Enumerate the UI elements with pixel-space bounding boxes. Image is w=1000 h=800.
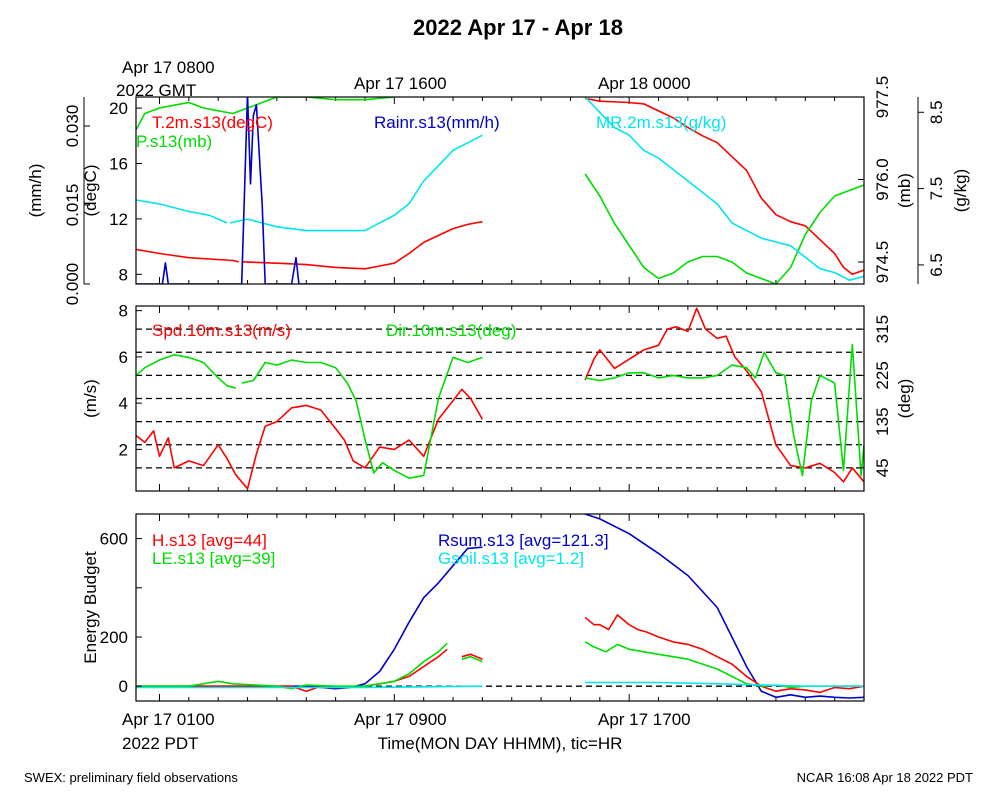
tick-label-right-outer: 8.5 bbox=[927, 100, 946, 124]
series-line-rainr-seg-0 bbox=[136, 97, 483, 284]
series-line-dir-seg-1 bbox=[241, 356, 483, 480]
series-line-dir-seg-0 bbox=[136, 353, 237, 389]
tick-label-right-inner: 977.5 bbox=[873, 76, 892, 119]
tick-label-left: 4 bbox=[119, 394, 128, 413]
axis-label-left-inner: (degC) bbox=[81, 165, 100, 217]
series-line-mr-seg-2 bbox=[584, 97, 864, 282]
legend-entry: T.2m.s13(degC) bbox=[152, 113, 273, 132]
bottom-time-sublabel: 2022 PDT bbox=[122, 734, 199, 753]
top-time-label-1: Apr 17 1600 bbox=[354, 74, 447, 93]
axis-label-left: (m/s) bbox=[81, 379, 100, 418]
series-line-spd-seg-1 bbox=[584, 307, 864, 483]
series-line-rsum-seg-0 bbox=[136, 546, 483, 690]
legend-entry: H.s13 [avg=44] bbox=[152, 531, 267, 550]
tick-label-left: 0 bbox=[119, 677, 128, 696]
legend-entry: Gsoil.s13 [avg=1.2] bbox=[438, 549, 584, 568]
tick-label-right: 315 bbox=[873, 315, 892, 343]
panel-frame bbox=[135, 513, 865, 702]
top-time-label-2: Apr 18 0000 bbox=[598, 74, 691, 93]
series-group bbox=[136, 97, 864, 284]
series-line-le-seg-0 bbox=[136, 642, 448, 690]
series-line-gsoil-seg-0 bbox=[136, 685, 483, 689]
legend-entry: Dir.10m.s13(deg) bbox=[386, 321, 516, 340]
tick-label-right-inner: 974.5 bbox=[873, 241, 892, 284]
tick-label-left-inner: 20 bbox=[109, 99, 128, 118]
tick-label-left: 6 bbox=[119, 348, 128, 367]
series-line-t-seg-2 bbox=[584, 97, 864, 276]
tick-label-left-inner: 8 bbox=[119, 265, 128, 284]
legend-entry: MR.2m.s13(g/kg) bbox=[596, 113, 726, 132]
legend-entry: Spd.10m.s13(m/s) bbox=[152, 321, 291, 340]
series-line-p-seg-1 bbox=[584, 173, 864, 284]
tick-label-right-outer: 7.5 bbox=[927, 177, 946, 201]
axis-label-left-outer: (mm/h) bbox=[26, 164, 45, 218]
series-group bbox=[136, 514, 864, 699]
chart-title: 2022 Apr 17 - Apr 18 bbox=[413, 15, 623, 40]
footer-left: SWEX: preliminary field observations bbox=[24, 770, 238, 785]
top-time-label-0: Apr 17 0800 bbox=[122, 58, 215, 77]
series-line-p-seg-0 bbox=[136, 97, 404, 131]
tick-label-right-inner: 976.0 bbox=[873, 158, 892, 201]
tick-label-left-inner: 12 bbox=[109, 210, 128, 229]
tick-label-left-outer: 0.000 bbox=[63, 263, 82, 306]
series-line-t-seg-1 bbox=[241, 220, 483, 270]
legend-entry: P.s13(mb) bbox=[136, 132, 212, 151]
series-line-le-seg-2 bbox=[584, 641, 864, 689]
axis-label-right: (deg) bbox=[895, 379, 914, 419]
series-line-mr-seg-0 bbox=[136, 199, 228, 224]
footer-right: NCAR 16:08 Apr 18 2022 PDT bbox=[797, 770, 973, 785]
series-line-le-seg-1 bbox=[461, 655, 483, 663]
tick-label-left-outer: 0.015 bbox=[63, 184, 82, 227]
x-axis-label: Time(MON DAY HHMM), tic=HR bbox=[378, 734, 623, 753]
axis-label-left: Energy Budget bbox=[81, 551, 100, 664]
tick-label-right: 135 bbox=[873, 407, 892, 435]
series-line-h-seg-0 bbox=[136, 648, 448, 693]
legend-entry: Rsum.s13 [avg=121.3] bbox=[438, 531, 609, 550]
tick-label-right: 225 bbox=[873, 361, 892, 389]
panel-meteorology: 8 12 16 20 (degC) 0.000 0.015 0.030 (mm/h) 974.5 9… bbox=[26, 76, 970, 306]
top-time-sublabel: 2022 GMT bbox=[116, 81, 196, 100]
panel-wind: 2 4 6 8 (m/s) 45 135 225 315 (deg) Spd.10m.s13(m/s… bbox=[81, 302, 914, 492]
chart-panels: 8121620(degC)0.0000.0150.030(mm/h)974.59… bbox=[26, 76, 970, 702]
series-line-gsoil-seg-1 bbox=[585, 681, 864, 688]
bottom-time-label-1: Apr 17 0900 bbox=[354, 710, 447, 729]
tick-label-left: 8 bbox=[119, 302, 128, 321]
tick-label-right-outer: 6.5 bbox=[927, 253, 946, 277]
series-line-rsum-seg-1 bbox=[584, 514, 864, 699]
series-line-mr-seg-1 bbox=[229, 134, 483, 232]
series-group bbox=[136, 307, 864, 490]
panel-frame bbox=[135, 305, 865, 492]
tick-label-left: 600 bbox=[100, 530, 128, 549]
bottom-time-label-2: Apr 17 1700 bbox=[598, 710, 691, 729]
bottom-time-label-0: Apr 17 0100 bbox=[122, 710, 215, 729]
legend-entry: Rainr.s13(mm/h) bbox=[374, 113, 500, 132]
tick-label-left: 200 bbox=[100, 628, 128, 647]
tick-label-left-inner: 16 bbox=[109, 154, 128, 173]
series-line-h-seg-2 bbox=[584, 614, 864, 694]
series-line-t-seg-0 bbox=[136, 248, 239, 263]
tick-label-right: 45 bbox=[873, 458, 892, 477]
tick-label-left-outer: 0.030 bbox=[63, 105, 82, 148]
panel-frame bbox=[135, 96, 865, 285]
axis-label-right-inner: (mb) bbox=[895, 173, 914, 208]
series-line-dir-seg-2 bbox=[584, 343, 864, 477]
series-line-spd-seg-0 bbox=[136, 388, 484, 490]
tick-label-left: 2 bbox=[119, 440, 128, 459]
series-line-h-seg-1 bbox=[461, 653, 483, 660]
axis-label-right-outer: (g/kg) bbox=[951, 169, 970, 212]
legend-entry: LE.s13 [avg=39] bbox=[152, 549, 275, 568]
